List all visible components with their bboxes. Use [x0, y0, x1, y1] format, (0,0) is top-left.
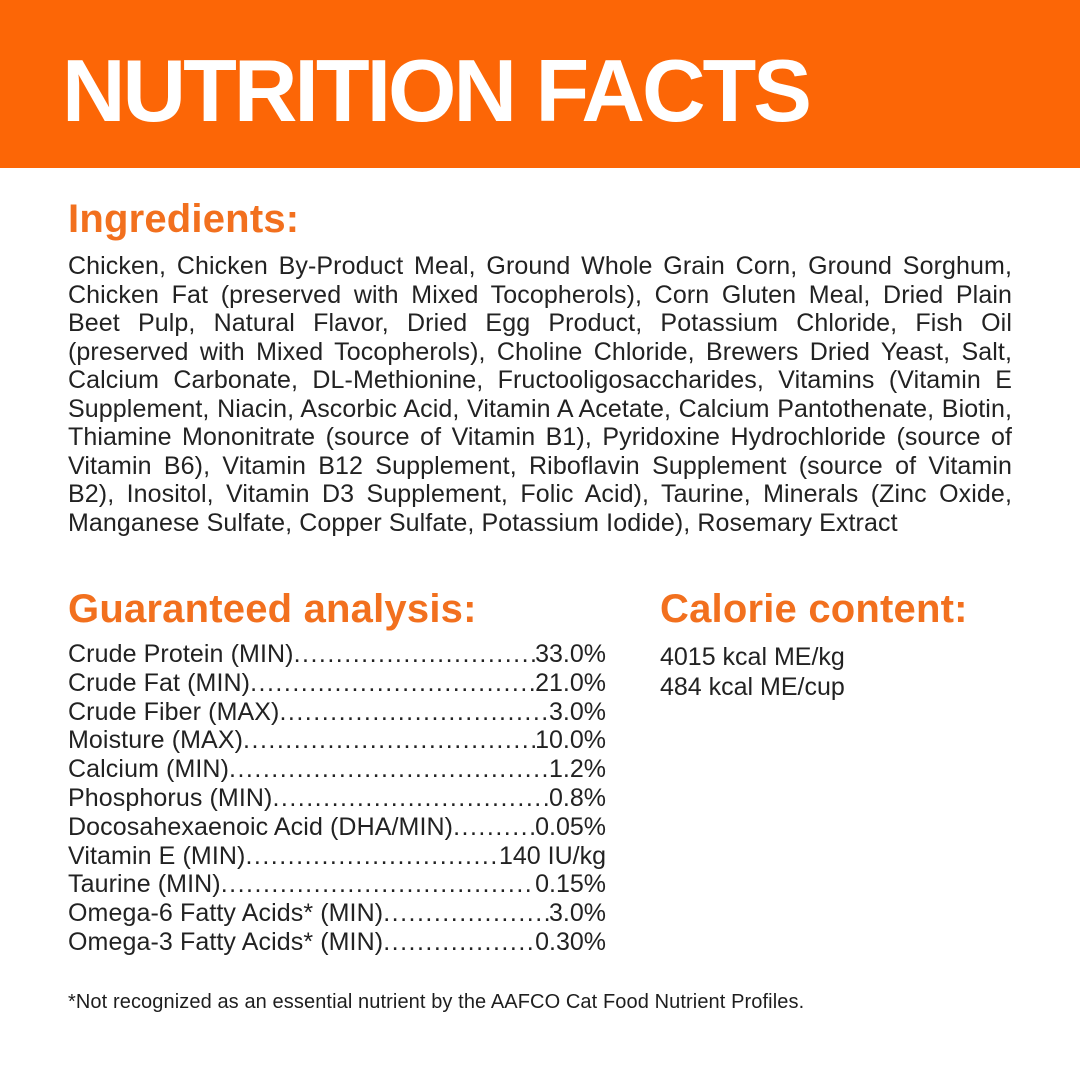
dot-leader [250, 669, 535, 698]
dot-leader [245, 842, 499, 871]
analysis-label: Crude Fat (MIN) [68, 668, 251, 697]
analysis-label: Moisture (MAX) [68, 726, 244, 755]
analysis-value: 0.15% [535, 870, 606, 899]
analysis-row: Omega-3 Fatty Acids* (MIN) 0.30% [68, 928, 606, 957]
header-band: NUTRITION FACTS [0, 0, 1080, 168]
analysis-label: Vitamin E (MIN) [68, 841, 246, 870]
dot-leader [453, 813, 535, 842]
analysis-row: Crude Protein (MIN) 33.0% [68, 640, 606, 669]
analysis-label: Crude Fiber (MAX) [68, 697, 280, 726]
footnote: *Not recognized as an essential nutrient… [68, 990, 805, 1013]
ingredients-section: Ingredients: Chicken, Chicken By-Product… [68, 197, 1012, 537]
analysis-row: Moisture (MAX) 10.0% [68, 726, 606, 755]
page-title: NUTRITION FACTS [62, 41, 812, 140]
dot-leader [383, 899, 549, 928]
ingredients-text: Chicken, Chicken By-Product Meal, Ground… [68, 252, 1012, 537]
dot-leader [221, 870, 535, 899]
analysis-value: 1.2% [549, 755, 606, 784]
calorie-line: 484 kcal ME/cup [660, 673, 845, 701]
analysis-label: Omega-3 Fatty Acids* (MIN) [68, 927, 384, 956]
dot-leader [294, 640, 536, 669]
dot-leader [383, 928, 535, 957]
analysis-value: 0.30% [535, 927, 606, 956]
analysis-label: Docosahexaenoic Acid (DHA/MIN) [68, 812, 454, 841]
guaranteed-analysis-list: Crude Protein (MIN) 33.0% Crude Fat (MIN) 2… [68, 640, 606, 957]
analysis-value: 3.0% [549, 697, 606, 726]
guaranteed-analysis-section: Guaranteed analysis: Crude Protein (MIN)… [68, 587, 606, 957]
analysis-value: 140 IU/kg [498, 841, 606, 870]
guaranteed-analysis-heading: Guaranteed analysis: [68, 587, 477, 631]
analysis-row: Taurine (MIN) 0.15% [68, 870, 606, 899]
analysis-row: Docosahexaenoic Acid (DHA/MIN) 0.05% [68, 813, 606, 842]
calorie-line: 4015 kcal ME/kg [660, 643, 845, 671]
analysis-label: Calcium (MIN) [68, 755, 230, 784]
dot-leader [243, 726, 535, 755]
analysis-value: 10.0% [535, 726, 606, 755]
analysis-label: Omega-6 Fatty Acids* (MIN) [68, 899, 384, 928]
analysis-value: 21.0% [535, 668, 606, 697]
analysis-label: Phosphorus (MIN) [68, 783, 273, 812]
analysis-row: Phosphorus (MIN) 0.8% [68, 784, 606, 813]
analysis-label: Taurine (MIN) [68, 870, 221, 899]
calorie-content-section: Calorie content: 4015 kcal ME/kg 484 kcal… [660, 587, 1012, 702]
analysis-row: Crude Fat (MIN) 21.0% [68, 669, 606, 698]
dot-leader [229, 755, 549, 784]
analysis-value: 0.05% [535, 812, 606, 841]
analysis-value: 33.0% [535, 640, 606, 668]
analysis-row: Calcium (MIN) 1.2% [68, 755, 606, 784]
ingredients-heading: Ingredients: [68, 197, 300, 241]
analysis-row: Omega-6 Fatty Acids* (MIN) 3.0% [68, 899, 606, 928]
dot-leader [272, 784, 549, 813]
calorie-content-heading: Calorie content: [660, 587, 968, 631]
dot-leader [279, 698, 549, 727]
analysis-columns: Guaranteed analysis: Crude Protein (MIN)… [68, 587, 1012, 957]
analysis-row: Crude Fiber (MAX) 3.0% [68, 698, 606, 727]
analysis-row: Vitamin E (MIN) 140 IU/kg [68, 842, 606, 871]
analysis-label: Crude Protein (MIN) [68, 640, 294, 668]
label-content: Ingredients: Chicken, Chicken By-Product… [0, 197, 1080, 1014]
calorie-lines: 4015 kcal ME/kg 484 kcal ME/cup [660, 642, 1012, 702]
analysis-value: 3.0% [549, 899, 606, 928]
analysis-value: 0.8% [549, 783, 606, 812]
